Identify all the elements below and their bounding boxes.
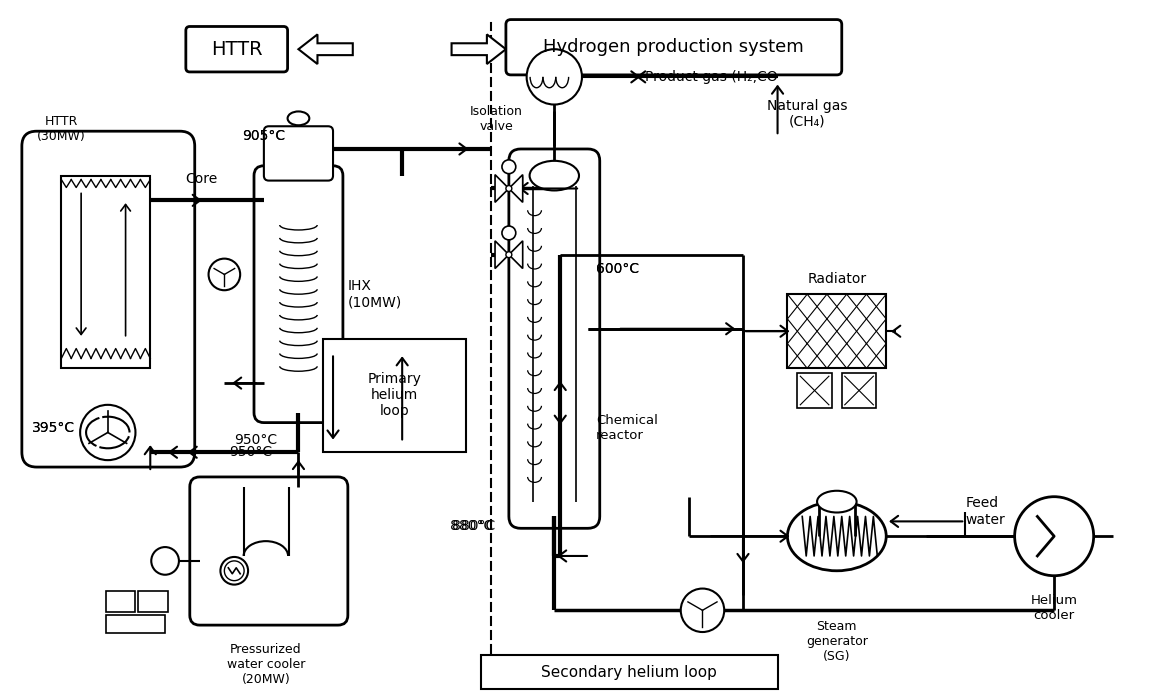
Bar — [323, 339, 467, 452]
Circle shape — [681, 589, 724, 632]
Circle shape — [506, 252, 512, 258]
Circle shape — [220, 557, 248, 584]
Circle shape — [1014, 497, 1093, 575]
Text: Isolation
valve: Isolation valve — [470, 105, 522, 133]
Bar — [842, 373, 877, 408]
Text: Pressurized
water cooler
(20MW): Pressurized water cooler (20MW) — [227, 643, 305, 686]
Text: Helium
cooler: Helium cooler — [1031, 594, 1078, 622]
Text: HTTR
(30MW): HTTR (30MW) — [37, 116, 86, 144]
Polygon shape — [508, 175, 522, 202]
Text: Radiator: Radiator — [807, 272, 866, 286]
Bar — [482, 654, 777, 690]
Text: 880°C: 880°C — [452, 519, 494, 533]
Bar — [787, 294, 886, 368]
Text: 880°C: 880°C — [449, 519, 493, 533]
Text: Core: Core — [185, 172, 217, 186]
Text: Primary
helium
loop: Primary helium loop — [367, 372, 422, 418]
Ellipse shape — [529, 161, 579, 190]
Polygon shape — [494, 175, 508, 202]
Ellipse shape — [818, 491, 857, 512]
Bar — [105, 615, 166, 633]
Bar — [61, 176, 151, 368]
Text: 395°C: 395°C — [31, 421, 75, 435]
Text: Natural gas
(CH₄): Natural gas (CH₄) — [767, 99, 848, 129]
Text: Secondary helium loop: Secondary helium loop — [542, 664, 717, 680]
Text: 600°C: 600°C — [596, 262, 639, 276]
Text: 600°C: 600°C — [596, 262, 639, 276]
Circle shape — [501, 226, 515, 240]
Text: 395°C: 395°C — [31, 421, 75, 435]
Circle shape — [152, 547, 179, 575]
Bar — [105, 591, 135, 612]
Circle shape — [501, 160, 515, 174]
Text: 905°C: 905°C — [242, 129, 285, 143]
Text: HTTR: HTTR — [211, 40, 263, 59]
FancyBboxPatch shape — [506, 20, 842, 75]
FancyBboxPatch shape — [508, 149, 600, 528]
Ellipse shape — [287, 111, 309, 125]
Circle shape — [80, 405, 135, 460]
Text: Feed
water: Feed water — [966, 496, 1005, 526]
Text: Product gas (H₂,CO: Product gas (H₂,CO — [645, 70, 778, 84]
Text: 950°C: 950°C — [229, 445, 272, 459]
Text: Hydrogen production system: Hydrogen production system — [543, 38, 804, 56]
Text: Chemical
reactor: Chemical reactor — [596, 414, 658, 442]
Text: 950°C: 950°C — [234, 433, 278, 447]
Bar — [139, 591, 168, 612]
FancyBboxPatch shape — [185, 27, 287, 72]
Polygon shape — [508, 241, 522, 269]
Text: 905°C: 905°C — [242, 129, 285, 143]
Bar — [798, 373, 831, 408]
FancyBboxPatch shape — [254, 166, 343, 423]
FancyBboxPatch shape — [22, 131, 195, 467]
Text: Steam
generator
(SG): Steam generator (SG) — [806, 620, 867, 663]
Text: IHX
(10MW): IHX (10MW) — [347, 279, 402, 309]
Circle shape — [506, 186, 512, 192]
FancyBboxPatch shape — [190, 477, 347, 625]
Circle shape — [527, 49, 582, 104]
Polygon shape — [452, 34, 506, 64]
Ellipse shape — [787, 502, 886, 570]
Polygon shape — [494, 241, 508, 269]
FancyBboxPatch shape — [264, 126, 334, 181]
Circle shape — [208, 258, 240, 290]
Polygon shape — [299, 34, 353, 64]
